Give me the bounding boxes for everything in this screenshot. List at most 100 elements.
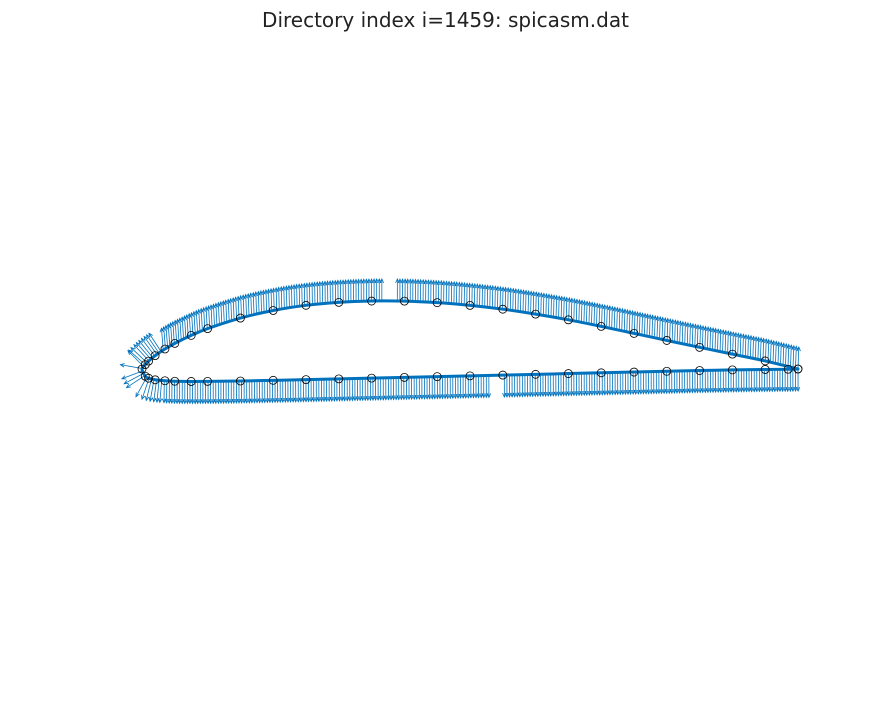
normal-vector bbox=[729, 331, 732, 354]
normal-vector bbox=[181, 317, 184, 340]
normal-vector bbox=[198, 309, 201, 332]
normal-arrowhead bbox=[170, 320, 176, 326]
normal-vector bbox=[649, 314, 651, 337]
airfoil-point bbox=[150, 375, 160, 385]
normal-vector bbox=[205, 306, 208, 329]
normal-vector bbox=[232, 297, 235, 320]
airfoil-point bbox=[203, 324, 213, 334]
airfoil-point bbox=[399, 296, 409, 306]
airfoil-point bbox=[268, 306, 278, 315]
normal-vector bbox=[121, 370, 143, 380]
normal-vector bbox=[265, 289, 268, 312]
airfoil-point bbox=[301, 375, 311, 385]
normal-arrowhead bbox=[135, 392, 140, 398]
normal-arrowhead bbox=[161, 325, 167, 332]
normal-arrowhead bbox=[395, 278, 400, 284]
normal-vector bbox=[555, 295, 558, 318]
normal-vector bbox=[550, 294, 552, 317]
normal-vector bbox=[123, 373, 144, 385]
normal-vector bbox=[179, 318, 182, 341]
normal-vector bbox=[757, 337, 760, 360]
normal-vector bbox=[522, 290, 524, 313]
normal-vector bbox=[727, 331, 729, 354]
normal-vector bbox=[762, 338, 765, 361]
normal-vector bbox=[739, 333, 742, 356]
normal-vector bbox=[772, 340, 775, 363]
normal-vector bbox=[785, 343, 787, 366]
airfoil-point bbox=[465, 300, 475, 310]
normal-vector bbox=[611, 306, 613, 329]
airfoil-point bbox=[432, 372, 442, 382]
normal-vector bbox=[565, 297, 568, 320]
normal-vector bbox=[606, 305, 608, 328]
normal-vector bbox=[285, 286, 288, 309]
normal-vector bbox=[616, 307, 618, 330]
normal-arrowhead bbox=[486, 393, 492, 399]
normal-vector bbox=[520, 289, 522, 312]
normal-vector bbox=[598, 303, 601, 326]
normal-vector bbox=[278, 287, 280, 310]
airfoil-point bbox=[140, 360, 150, 369]
airfoil-point bbox=[235, 376, 245, 386]
normal-vector bbox=[288, 285, 290, 308]
normal-vector bbox=[227, 299, 230, 322]
airfoil-point bbox=[367, 296, 377, 306]
airfoil-point bbox=[170, 338, 180, 348]
normal-arrowhead bbox=[146, 333, 151, 340]
normal-vector bbox=[573, 298, 575, 321]
normal-vector bbox=[714, 328, 717, 351]
normal-vector bbox=[656, 316, 659, 339]
normal-vector bbox=[694, 324, 696, 347]
normal-vector bbox=[250, 293, 252, 316]
normal-vector bbox=[133, 344, 150, 362]
normal-arrowhead bbox=[148, 396, 153, 403]
normal-vector bbox=[208, 305, 211, 328]
airfoil-point bbox=[498, 304, 508, 314]
airfoil-point bbox=[465, 371, 475, 381]
normal-vector bbox=[174, 320, 178, 343]
normal-vector bbox=[177, 319, 180, 342]
normal-vector bbox=[141, 338, 156, 357]
normal-vector bbox=[558, 296, 560, 319]
airfoil-point bbox=[531, 309, 540, 319]
normal-vector bbox=[220, 301, 223, 324]
normal-vector bbox=[159, 380, 163, 403]
normal-vector bbox=[664, 317, 666, 340]
normal-vector bbox=[795, 346, 797, 369]
normal-arrowhead bbox=[140, 337, 146, 343]
normal-vector bbox=[193, 311, 196, 334]
normal-vector bbox=[654, 315, 656, 338]
normal-vector bbox=[260, 290, 262, 313]
airfoil-point bbox=[760, 365, 770, 374]
normal-arrowhead bbox=[166, 323, 171, 329]
normal-arrowhead bbox=[175, 318, 180, 324]
normal-vector bbox=[787, 344, 790, 367]
normal-vector bbox=[215, 303, 218, 326]
normal-vector bbox=[128, 349, 146, 365]
normal-vector bbox=[195, 310, 198, 333]
normal-vector bbox=[631, 310, 633, 333]
normal-arrowhead bbox=[180, 316, 185, 322]
normal-vector bbox=[681, 321, 684, 344]
normal-vector bbox=[255, 291, 257, 315]
normal-vector bbox=[626, 309, 628, 332]
normal-vector bbox=[280, 286, 283, 309]
normal-vector bbox=[651, 315, 654, 338]
normal-vector bbox=[213, 304, 215, 327]
normal-vector bbox=[744, 334, 747, 357]
normal-vector bbox=[156, 380, 160, 403]
normal-vector bbox=[135, 377, 147, 397]
normal-arrowhead bbox=[127, 350, 133, 355]
airfoil-point bbox=[144, 356, 153, 366]
airfoil-point bbox=[596, 321, 606, 331]
normal-vector bbox=[593, 302, 596, 325]
normal-arrowhead bbox=[123, 380, 129, 385]
normal-vector bbox=[235, 297, 237, 320]
airfoil-point bbox=[662, 366, 672, 376]
normal-vector bbox=[724, 330, 727, 353]
normal-vector bbox=[686, 322, 689, 345]
normal-vector bbox=[283, 286, 285, 309]
normal-vector bbox=[644, 313, 646, 336]
normal-vector bbox=[247, 293, 250, 316]
normal-vector bbox=[623, 309, 626, 332]
